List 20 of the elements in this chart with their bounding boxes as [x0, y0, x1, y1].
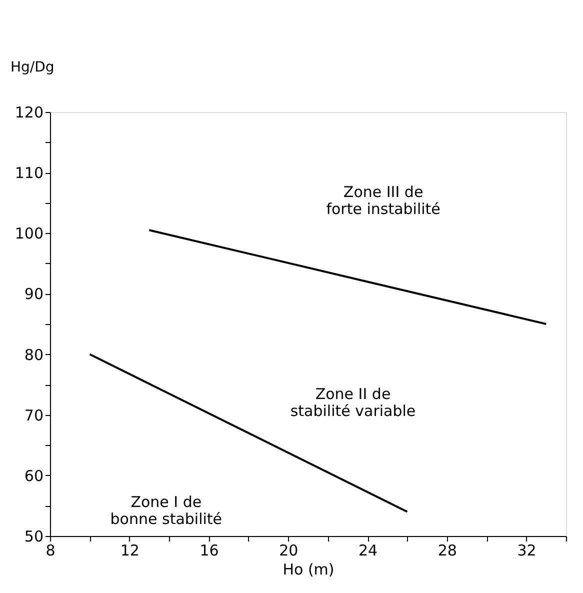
x-tick-label: 32	[517, 542, 536, 560]
x-axis-title: Ho (m)	[282, 560, 334, 578]
y-tick-label: 110	[14, 164, 44, 182]
y-tick-label: 100	[14, 224, 44, 243]
y-tick-label: 90	[24, 285, 44, 304]
y-tick-label: 70	[24, 406, 44, 424]
x-tick-label: 28	[438, 542, 457, 560]
x-tick-label: 20	[279, 542, 298, 560]
y-tick-label: 120	[14, 104, 44, 122]
x-tick-label: 8	[46, 542, 56, 560]
annotation: Zone II de stabilité variable	[290, 385, 416, 420]
x-tick-label: 12	[120, 542, 140, 560]
y-axis-title: Hg/Dg	[10, 60, 54, 76]
x-tick-label: 16	[200, 542, 219, 560]
y-tick-label: 60	[24, 466, 44, 485]
annotation: Zone III de forte instabilité	[326, 182, 440, 218]
y-tick-label: 50	[24, 528, 44, 546]
y-tick-label: 80	[24, 346, 44, 364]
x-tick-label: 24	[358, 542, 378, 560]
annotation: Zone I de bonne stabilité	[110, 493, 222, 528]
